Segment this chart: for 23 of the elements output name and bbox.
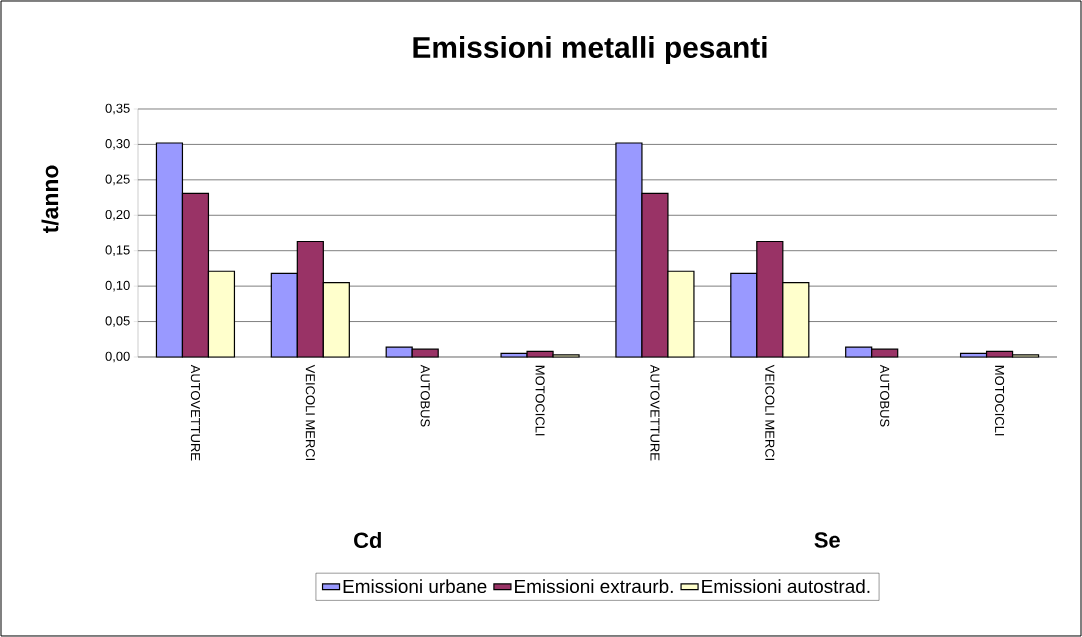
x-tick-label: VEICOLI MERCI [305,364,315,460]
x-tick-label: AUTOVETTURE [190,364,201,461]
text: Se [814,532,840,548]
y-axis-title: t/anno [41,165,59,234]
y-tick-label: 0,15 [105,245,130,257]
y-tick-label: 0,20 [105,209,130,221]
x-tick-label: AUTOVETTURE [650,364,660,461]
legend-label: Emissioni extraurb. [515,579,673,594]
y-tick-label: 0,25 [105,174,130,186]
y-tick-label: 0,00 [105,351,130,363]
y-tick-label: 0,30 [105,139,130,150]
text: Cd [354,531,381,549]
x-tick-label: VEICOLI MERCI [765,364,775,460]
y-tick-label: 0,35 [105,103,130,115]
x-tick-label: AUTOBUS [420,364,430,427]
x-tick-label: AUTOBUS [880,364,890,427]
y-tick-label: 0,10 [105,280,130,292]
legend-label: Emissioni urbane [343,579,487,594]
y-tick-label: 0,05 [105,316,130,327]
chart-title: Emissioni metalli pesanti [413,36,767,64]
legend-label: Emissioni autostrad. [702,579,870,594]
x-tick-label: MOTOCICLI [535,365,545,436]
x-tick-label: MOTOCICLI [994,365,1005,436]
